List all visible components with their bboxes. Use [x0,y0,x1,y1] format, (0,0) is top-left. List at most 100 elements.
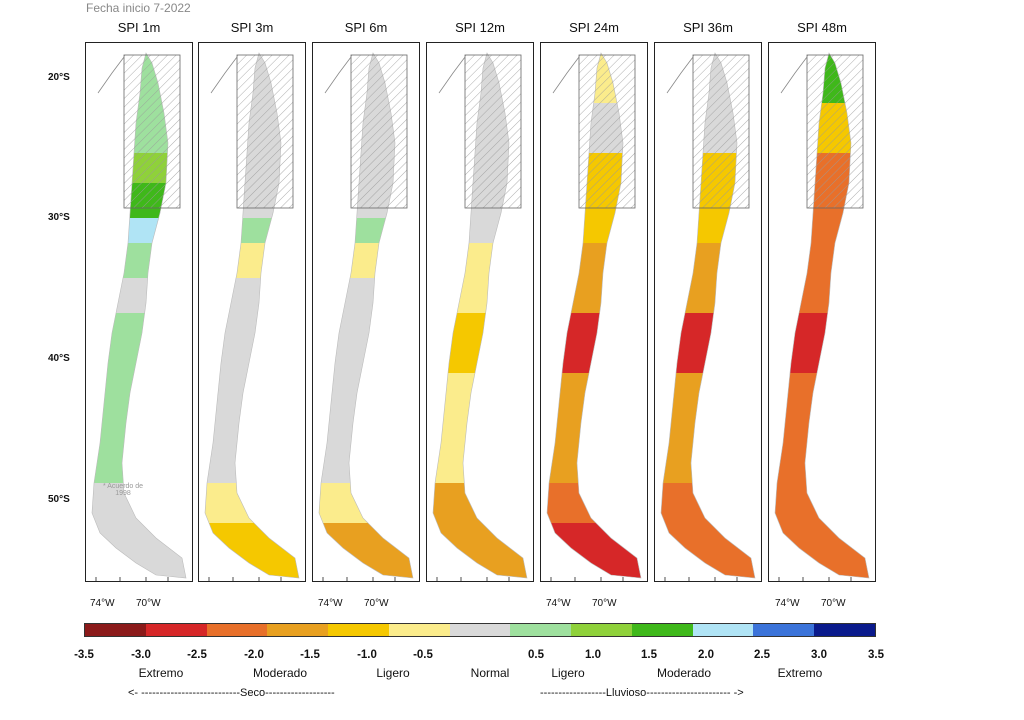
scale-tick-label: -2.5 [187,649,207,661]
border-line [210,56,238,94]
spi-zone [661,278,755,313]
spi-zone [547,523,641,578]
chile-map [204,52,300,581]
lat-label-30s: 30°S [48,212,70,223]
lat-label-50s: 50°S [48,494,70,505]
hatched-area [123,54,181,209]
lon-label-70w: 70°W [592,598,617,609]
hatched-area [692,54,750,209]
spi-zone [775,243,869,278]
spi-zone [205,523,299,578]
spi-map-panel [312,42,420,582]
lon-label-74w: 74°W [318,598,343,609]
category-moderado-wet: Moderado [656,666,712,680]
spi-zone [547,313,641,373]
scale-tick-label: 1.5 [641,649,657,661]
lon-label-70w: 70°W [136,598,161,609]
scale-swatch [692,624,754,636]
scale-tick-label: -1.5 [300,649,320,661]
chile-map [432,52,528,581]
coastline [91,52,187,579]
spi-zone [205,218,299,243]
category-extremo-wet: Extremo [777,666,823,680]
lon-label-70w: 70°W [821,598,846,609]
spi-zone [92,313,186,373]
lluvioso-arrow-label: ------------------Lluvioso--------------… [540,687,744,699]
spi-zone [775,373,869,423]
scale-swatch [449,624,511,636]
border-line [324,56,352,94]
note-line: 1998 [115,490,131,497]
panel-title: SPI 48m [797,20,847,35]
hatched-area [806,54,864,209]
scale-swatch [267,624,329,636]
spi-zone [319,423,413,483]
spi-zone [319,218,413,243]
category-ligero-wet: Ligero [551,666,585,680]
scale-swatch [145,624,207,636]
spi-zone [661,373,755,423]
category-ligero-dry: Ligero [376,666,410,680]
panel-title: SPI 6m [344,20,388,35]
spi-zone [92,373,186,423]
note-line: * Acuerdo de [102,483,144,490]
category-extremo-dry: Extremo [138,666,184,680]
hatched-area [464,54,522,209]
spi-zone [319,278,413,313]
spi-zone [661,243,755,278]
spi-zone [775,423,869,483]
scale-swatch [328,624,389,636]
scale-tick-label: 1.0 [585,649,601,661]
lat-label-40s: 40°S [48,353,70,364]
border-line [438,56,466,94]
spi-zone [92,523,186,578]
category-normal: Normal [470,666,510,680]
spi-zone [205,373,299,423]
lon-label-74w: 74°W [90,598,115,609]
spi-color-scale [84,623,876,637]
hatched-area [236,54,294,209]
scale-swatch [206,624,268,636]
spi-zone [433,423,527,483]
spi-zone [775,523,869,578]
coastline [660,52,756,579]
chile-map [774,52,870,581]
spi-zone [319,373,413,423]
border-line [780,56,808,94]
coastline [318,52,414,579]
chile-map [318,52,414,581]
scale-swatch [631,624,693,636]
spi-zone [661,423,755,483]
spi-zone [547,218,641,243]
spi-zone [433,243,527,278]
spi-map-panel [540,42,648,582]
spi-zone [319,483,413,523]
spi-zone [433,278,527,313]
scale-swatch [388,624,450,636]
spi-zone [547,278,641,313]
spi-zone [661,483,755,523]
scale-tick-label: -3.5 [74,649,94,661]
chile-map [91,52,187,581]
spi-zone [205,243,299,278]
spi-zone [775,278,869,313]
spi-zone [547,423,641,483]
spi-zone [661,218,755,243]
start-date-label: Fecha inicio 7-2022 [86,1,191,15]
chile-map [660,52,756,581]
panel-title: SPI 1m [117,20,161,35]
scale-swatch [571,624,632,636]
scale-swatch [814,624,875,636]
seco-arrow-label: <- ---------------------------Seco------… [128,687,335,699]
scale-swatch [510,624,572,636]
spi-zone [775,218,869,243]
spi-zone [319,523,413,578]
spi-map-panel [768,42,876,582]
spi-zone [661,523,755,578]
spi-zone [205,483,299,523]
scale-tick-label: 0.5 [528,649,544,661]
spi-zone [433,523,527,578]
spi-zone [433,483,527,523]
lon-label-74w: 74°W [775,598,800,609]
border-line [97,56,125,94]
